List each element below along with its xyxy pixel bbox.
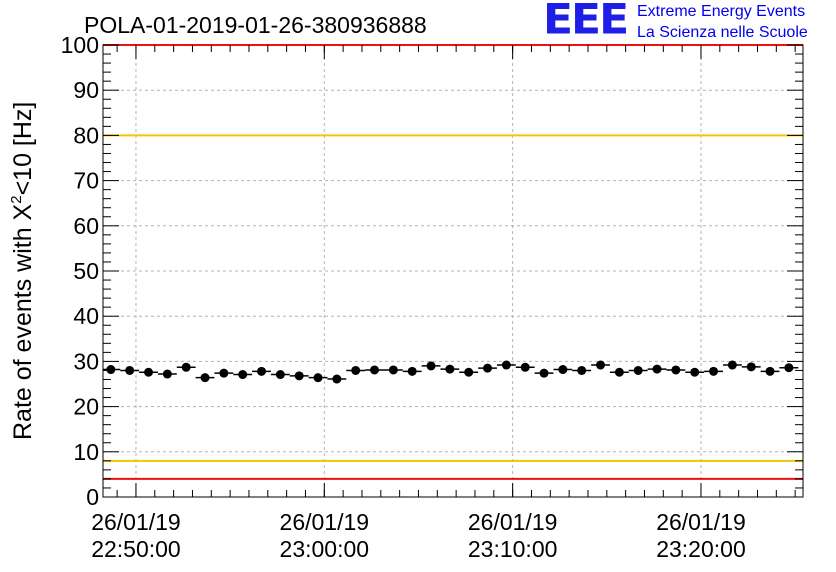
y-tick-label: 60 bbox=[73, 213, 99, 239]
y-tick-label: 80 bbox=[73, 122, 99, 148]
data-point bbox=[426, 361, 436, 371]
data-point bbox=[539, 368, 549, 378]
x-tick-date-label: 26/01/19 bbox=[280, 509, 370, 535]
data-point bbox=[125, 365, 135, 375]
reference-lines bbox=[103, 44, 803, 480]
eee-logo: EEE Extreme Energy Events La Scienza nel… bbox=[543, 0, 833, 44]
data-point bbox=[294, 371, 304, 381]
y-axis-title: Rate of events with X2<10 [Hz] bbox=[8, 102, 37, 440]
x-tick-date-label: 26/01/19 bbox=[468, 509, 558, 535]
data-point bbox=[144, 367, 154, 377]
data-point bbox=[200, 373, 210, 383]
data-point bbox=[181, 362, 191, 372]
data-point bbox=[407, 366, 417, 376]
x-tick-date-label: 26/01/19 bbox=[91, 509, 181, 535]
data-point bbox=[501, 360, 511, 370]
data-point bbox=[370, 365, 380, 375]
data-point bbox=[633, 365, 643, 375]
data-point bbox=[219, 368, 229, 378]
y-axis-title-superscript: 2 bbox=[8, 195, 25, 203]
data-point bbox=[577, 365, 587, 375]
y-tick-label: 20 bbox=[73, 394, 99, 420]
y-tick-label: 0 bbox=[86, 484, 99, 510]
data-point bbox=[652, 364, 662, 374]
data-point bbox=[520, 362, 530, 372]
data-point bbox=[483, 363, 493, 373]
data-point bbox=[596, 360, 606, 370]
y-tick-label: 40 bbox=[73, 303, 99, 329]
data-point bbox=[162, 369, 172, 379]
data-point bbox=[351, 365, 361, 375]
data-point bbox=[313, 373, 323, 383]
data-point bbox=[445, 364, 455, 374]
axis-labels: 010203040506070809010026/01/1922:50:0026… bbox=[61, 32, 746, 562]
data-point bbox=[746, 362, 756, 372]
x-tick-time-label: 22:50:00 bbox=[91, 536, 181, 562]
y-axis-title-main: Rate of events with X bbox=[9, 203, 37, 440]
data-series bbox=[103, 360, 799, 384]
y-tick-label: 50 bbox=[73, 258, 99, 284]
grid-lines bbox=[103, 45, 803, 497]
data-point bbox=[106, 365, 116, 375]
logo-line-2: La Scienza nelle Scuole bbox=[637, 24, 808, 41]
x-tick-time-label: 23:10:00 bbox=[468, 536, 558, 562]
logo-line-1: Extreme Energy Events bbox=[637, 3, 806, 20]
data-point bbox=[727, 360, 737, 370]
data-point bbox=[614, 367, 624, 377]
axis-ticks bbox=[103, 44, 803, 498]
data-point bbox=[275, 370, 285, 380]
y-tick-label: 100 bbox=[61, 32, 99, 58]
data-point bbox=[238, 370, 248, 380]
x-tick-time-label: 23:00:00 bbox=[280, 536, 370, 562]
data-point bbox=[765, 366, 775, 376]
data-point bbox=[332, 374, 342, 384]
y-tick-label: 10 bbox=[73, 439, 99, 465]
y-tick-label: 90 bbox=[73, 77, 99, 103]
data-point bbox=[257, 366, 267, 376]
data-point bbox=[709, 366, 719, 376]
data-point bbox=[690, 367, 700, 377]
y-axis-title-suffix: <10 [Hz] bbox=[9, 102, 37, 196]
data-point bbox=[671, 365, 681, 375]
y-tick-label: 30 bbox=[73, 348, 99, 374]
y-tick-label: 70 bbox=[73, 168, 99, 194]
chart-title: POLA-01-2019-01-26-380936888 bbox=[84, 12, 427, 38]
data-point bbox=[784, 363, 794, 373]
x-tick-time-label: 23:20:00 bbox=[656, 536, 746, 562]
x-tick-date-label: 26/01/19 bbox=[656, 509, 746, 535]
data-point bbox=[558, 365, 568, 375]
eee-logo-mark: EEE bbox=[543, 0, 629, 44]
data-point bbox=[388, 365, 398, 375]
data-point bbox=[464, 367, 474, 377]
